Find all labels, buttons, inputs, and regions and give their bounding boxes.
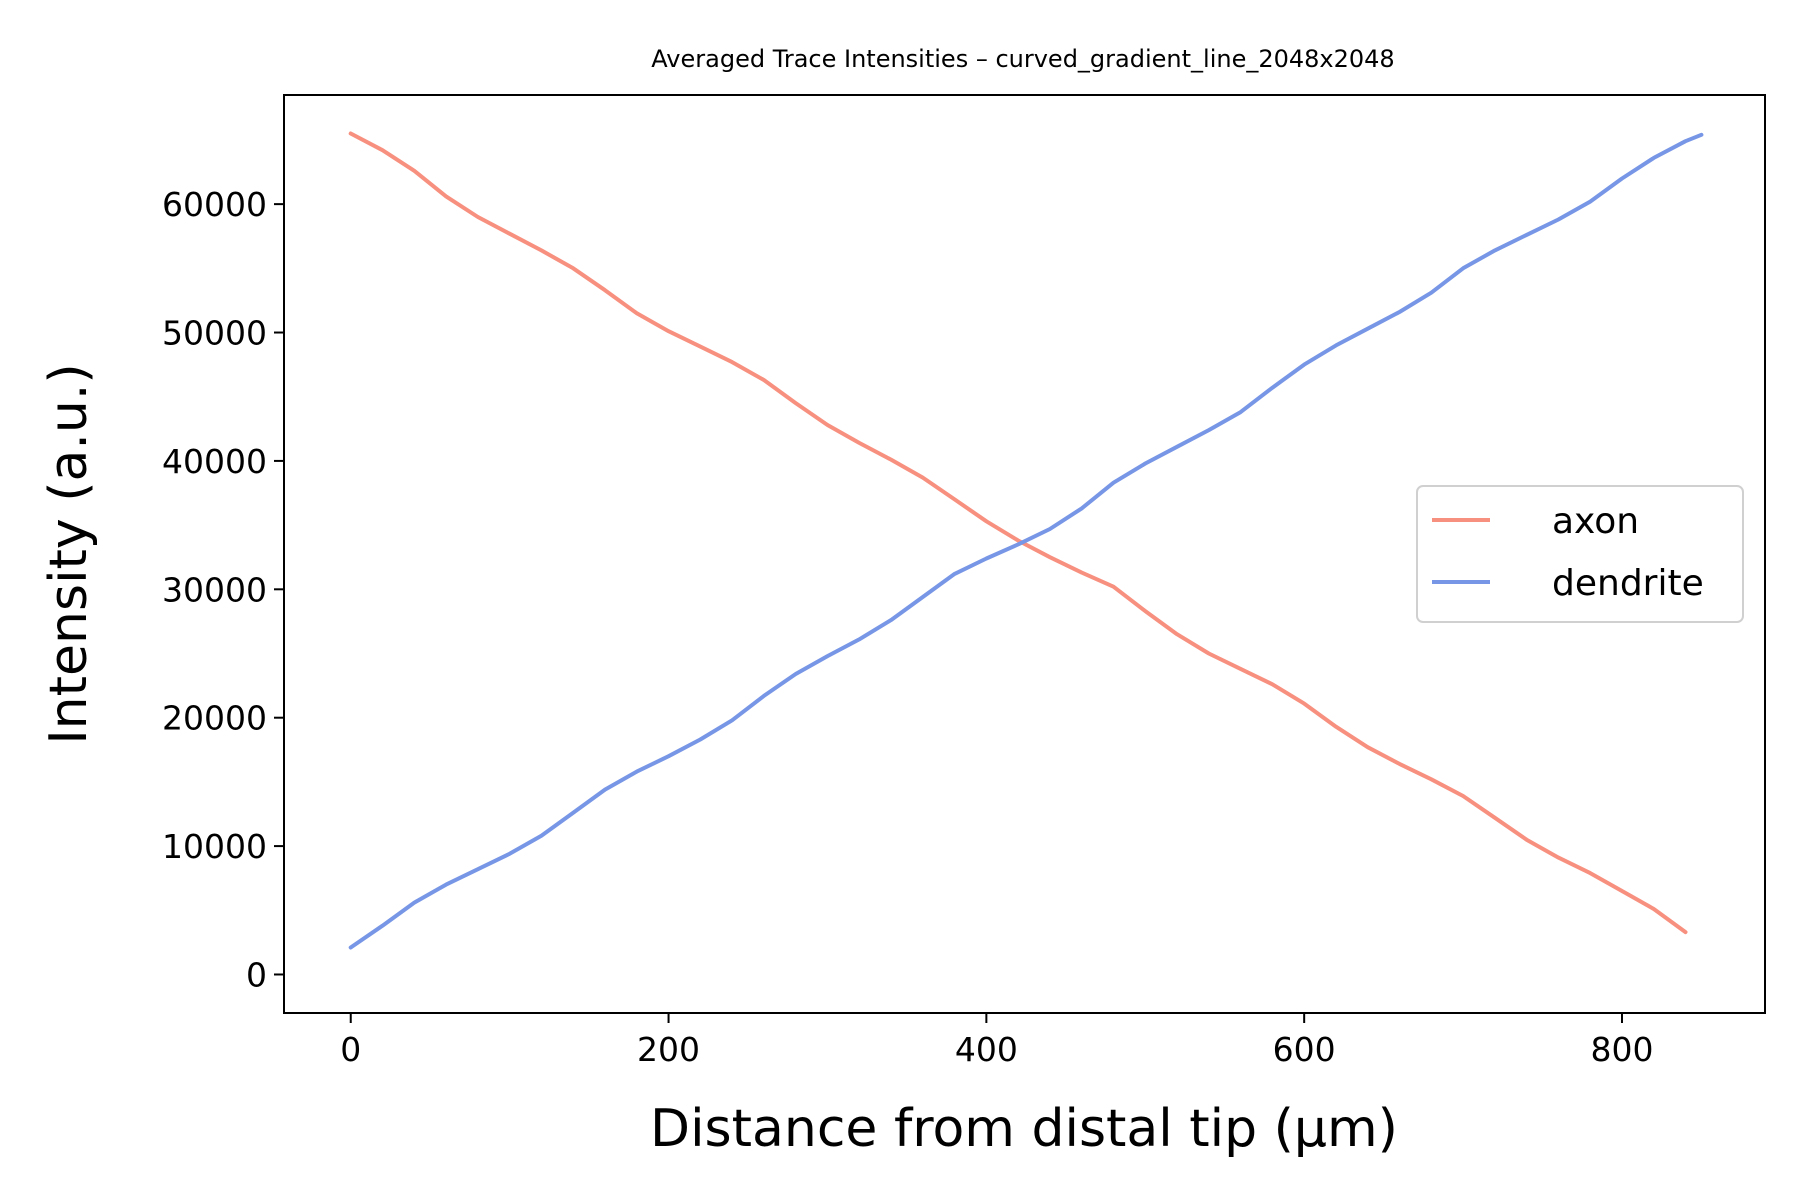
y-tick-label: 40000 — [162, 442, 267, 481]
y-tick-label: 30000 — [162, 570, 267, 609]
series-line-dendrite — [348, 132, 1704, 950]
y-tick-label: 0 — [246, 955, 267, 994]
legend-label-dendrite: dendrite — [1552, 563, 1704, 604]
x-tick-label: 400 — [955, 1030, 1018, 1069]
x-tick-label: 600 — [1273, 1030, 1336, 1069]
x-tick-label: 800 — [1590, 1030, 1653, 1069]
y-tick-label: 60000 — [162, 185, 267, 224]
x-tick-label: 0 — [340, 1030, 361, 1069]
legend-label-axon: axon — [1552, 501, 1639, 542]
y-tick-label: 10000 — [162, 827, 267, 866]
axes-frame — [283, 94, 1766, 1014]
legend: axon dendrite — [1416, 485, 1744, 623]
series-line-axon — [348, 131, 1688, 935]
legend-box — [1416, 485, 1744, 623]
y-axis: 0 10000 20000 30000 40000 50000 60000 — [162, 185, 284, 994]
chart-title: Averaged Trace Intensities – curved_grad… — [651, 45, 1394, 73]
x-axis: 0 200 400 600 800 — [340, 1013, 1653, 1069]
x-axis-label: Distance from distal tip (µm) — [650, 1099, 1398, 1159]
x-tick-label: 200 — [637, 1030, 700, 1069]
plot-area — [348, 131, 1704, 950]
y-tick-label: 50000 — [162, 314, 267, 353]
y-tick-label: 20000 — [162, 699, 267, 738]
y-axis-label: Intensity (a.u.) — [39, 363, 99, 744]
